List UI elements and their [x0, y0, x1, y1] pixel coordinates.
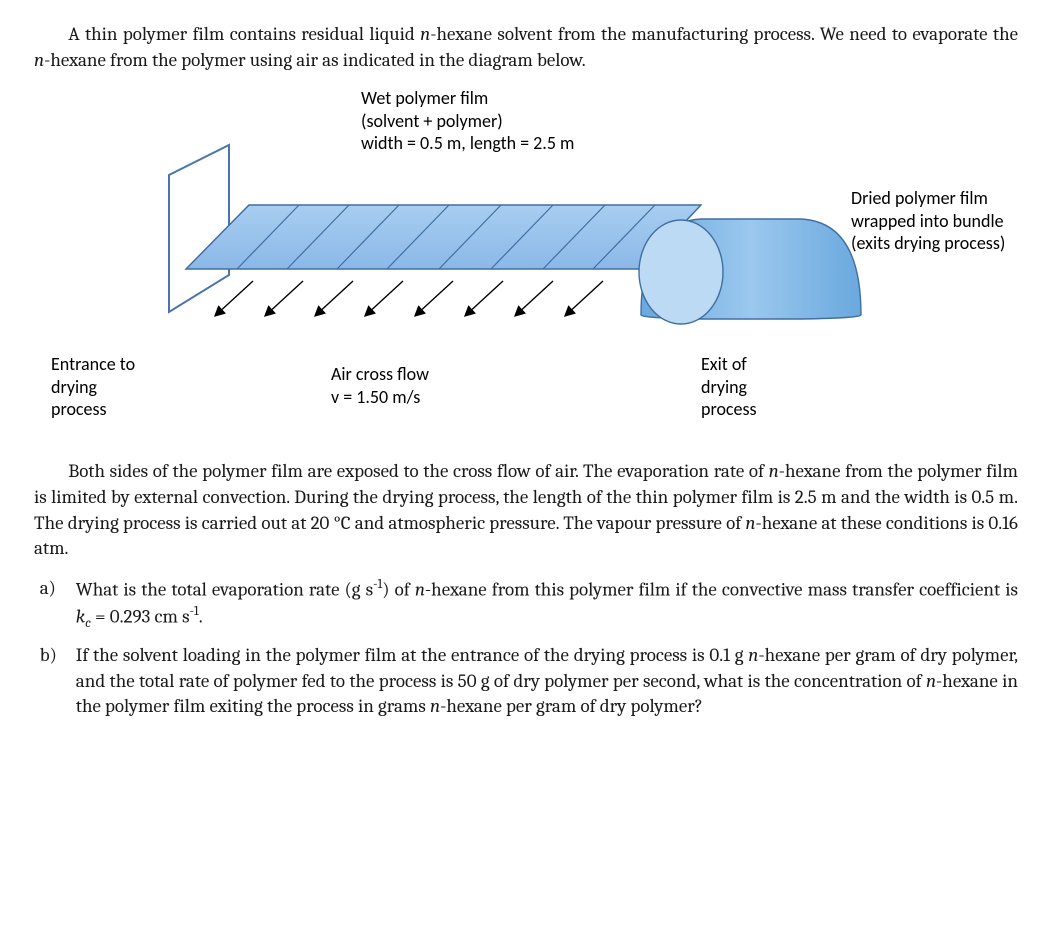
qa-t4: = 0.293 cm s [91, 605, 190, 627]
qb-i3: n [430, 695, 440, 717]
qb-t4: -hexane per gram of dry polymer? [440, 695, 703, 717]
qa-t2: ) of [382, 578, 415, 600]
qa-t3: -hexane from this polymer film if the co… [425, 578, 1018, 600]
dry-label-2: wrapped into bundle [851, 210, 1005, 233]
dry-label: Dried polymer film wrapped into bundle (… [851, 187, 1005, 255]
air-label: Air cross flow v = 1.50 m/s [331, 363, 429, 408]
intro-text-1: A thin polymer film contains residual li… [68, 23, 420, 45]
qa-marker: a) [40, 576, 56, 602]
roll-bundle [639, 219, 861, 324]
qb-i2: n [926, 670, 936, 692]
qb-i1: n [748, 644, 758, 666]
question-b: b) If the solvent loading in the polymer… [76, 643, 1018, 720]
intro-i1: n [420, 23, 430, 45]
body2-i2: n [745, 512, 755, 534]
intro-text-3: -hexane from the polymer using air as in… [44, 49, 586, 71]
entrance-label: Entrance to drying process [51, 353, 135, 421]
qa-i2: k [76, 605, 85, 627]
qa-sup2: -1 [190, 604, 199, 619]
qb-marker: b) [40, 643, 57, 669]
entrance-frame [169, 145, 229, 312]
qa-i1: n [415, 578, 425, 600]
dry-label-3: (exits drying process) [851, 232, 1005, 255]
intro-i2: n [34, 49, 44, 71]
body2-a: Both sides of the polymer film are expos… [68, 460, 768, 482]
wet-label-3: width = 0.5 m, length = 2.5 m [361, 132, 574, 155]
diagram: Wet polymer film (solvent + polymer) wid… [41, 87, 1011, 437]
entrance-label-3: process [51, 398, 135, 421]
entrance-label-1: Entrance to [51, 353, 135, 376]
wet-label-2: (solvent + polymer) [361, 110, 574, 133]
exit-label-2: drying [701, 376, 757, 399]
question-a: a) What is the total evaporation rate (g… [76, 576, 1018, 633]
qb-t1: If the solvent loading in the polymer fi… [76, 644, 748, 666]
exit-label-3: process [701, 398, 757, 421]
air-label-1: Air cross flow [331, 363, 429, 386]
air-label-2: v = 1.50 m/s [331, 386, 429, 409]
airflow-arrows [216, 281, 603, 315]
intro-text-2: -hexane solvent from the manufacturing p… [430, 23, 1018, 45]
entrance-label-2: drying [51, 376, 135, 399]
body-paragraph-2: Both sides of the polymer film are expos… [34, 459, 1018, 562]
exit-label-1: Exit of [701, 353, 757, 376]
qa-sup1: -1 [373, 577, 382, 592]
qa-t5: . [199, 605, 203, 627]
qa-t1: What is the total evaporation rate (g s [76, 578, 373, 600]
exit-label: Exit of drying process [701, 353, 757, 421]
wet-label: Wet polymer film (solvent + polymer) wid… [361, 87, 574, 155]
wet-label-1: Wet polymer film [361, 87, 574, 110]
diagram-container: Wet polymer film (solvent + polymer) wid… [34, 87, 1018, 437]
question-list: a) What is the total evaporation rate (g… [34, 576, 1018, 720]
intro-paragraph: A thin polymer film contains residual li… [34, 22, 1018, 73]
dry-label-1: Dried polymer film [851, 187, 1005, 210]
body2-i1: n [769, 460, 779, 482]
